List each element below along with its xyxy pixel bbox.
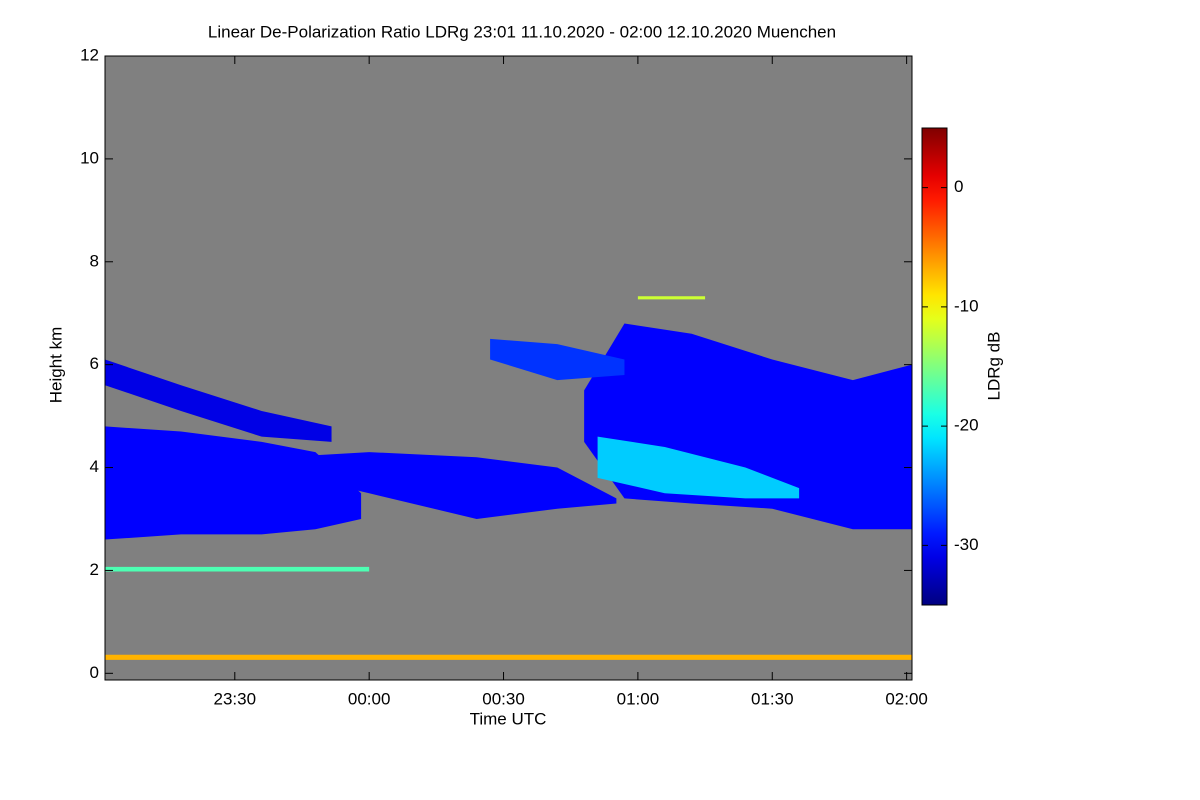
x-axis-label: Time UTC <box>470 709 547 728</box>
colorbar <box>921 127 948 606</box>
chart-title: Linear De-Polarization Ratio LDRg 23:01 … <box>208 22 836 41</box>
y-tick-label: 12 <box>80 45 99 64</box>
ldr-region <box>597 436 800 499</box>
x-tick-label: 02:00 <box>885 689 928 708</box>
plot-frame <box>104 55 913 681</box>
ldr-region <box>637 296 706 300</box>
x-tick-label: 00:00 <box>348 689 391 708</box>
x-tick-label: 00:30 <box>482 689 525 708</box>
y-tick-label: 0 <box>90 663 99 682</box>
colorbar-tick-label: -10 <box>954 296 979 315</box>
colorbar-label: LDRg dB <box>984 332 1003 401</box>
ldr-region <box>105 359 332 442</box>
ldr-region <box>280 452 617 519</box>
ldr-region <box>490 338 625 381</box>
x-tick-label: 23:30 <box>214 689 257 708</box>
colorbar-tick-label: -20 <box>954 416 979 435</box>
x-tick-label: 01:30 <box>751 689 794 708</box>
colorbar-tick-label: -30 <box>954 535 979 554</box>
y-tick-label: 8 <box>90 251 99 270</box>
y-tick-label: 6 <box>90 354 99 373</box>
ldr-region <box>105 654 912 660</box>
y-tick-label: 10 <box>80 148 99 167</box>
ldr-region <box>105 426 362 540</box>
y-tick-label: 4 <box>90 457 99 476</box>
y-tick-label: 2 <box>90 560 99 579</box>
y-axis-label: Height km <box>46 327 65 404</box>
x-tick-label: 01:00 <box>617 689 660 708</box>
ldr-region <box>105 566 370 572</box>
colorbar-tick-label: 0 <box>954 177 963 196</box>
